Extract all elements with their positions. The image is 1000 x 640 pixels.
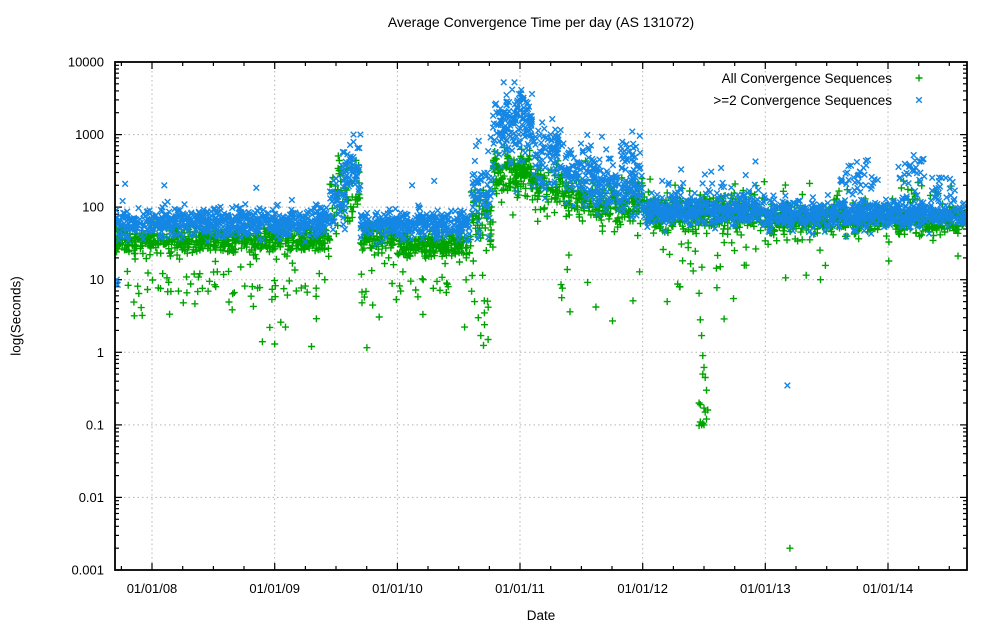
tick-marks — [115, 61, 967, 571]
legend-label-ge2-sequences: >=2 Convergence Sequences — [713, 92, 892, 108]
y-tick-label: 0.001 — [71, 563, 104, 578]
x-tick-label: 01/01/13 — [740, 581, 791, 596]
y-tick-label: 1 — [97, 345, 104, 360]
data-series — [115, 79, 967, 552]
tick-labels: 01/01/08 01/01/09 01/01/10 01/01/11 01/01/12… — [68, 55, 913, 597]
y-tick-label: 1000 — [75, 127, 104, 142]
legend: All Convergence Sequences >=2 Convergenc… — [713, 67, 934, 111]
gridlines — [115, 62, 967, 570]
plus-marker-icon — [915, 74, 923, 82]
legend-label-all-sequences: All Convergence Sequences — [721, 70, 892, 86]
y-tick-label: 0.1 — [86, 417, 104, 432]
plot-border — [114, 61, 968, 571]
y-tick-label: 100 — [82, 200, 104, 215]
cross-marker-icon — [915, 96, 923, 104]
series-ge2-convergence — [115, 79, 967, 389]
x-tick-label: 01/01/09 — [249, 581, 300, 596]
y-axis-title: log(Seconds) — [8, 276, 24, 356]
x-tick-label: 01/01/10 — [372, 581, 423, 596]
x-tick-label: 01/01/14 — [863, 581, 914, 596]
chart-title: Average Convergence Time per day (AS 131… — [387, 14, 695, 30]
legend-item-all-sequences: All Convergence Sequences — [713, 67, 934, 89]
y-tick-label: 10000 — [68, 55, 104, 70]
x-tick-label: 01/01/08 — [127, 581, 178, 596]
y-tick-label: 0.01 — [79, 490, 104, 505]
x-tick-label: 01/01/12 — [617, 581, 668, 596]
legend-item-ge2-sequences: >=2 Convergence Sequences — [713, 89, 934, 111]
x-axis-title: Date — [526, 608, 556, 623]
y-tick-label: 10 — [90, 272, 104, 287]
x-tick-label: 01/01/11 — [495, 581, 545, 596]
